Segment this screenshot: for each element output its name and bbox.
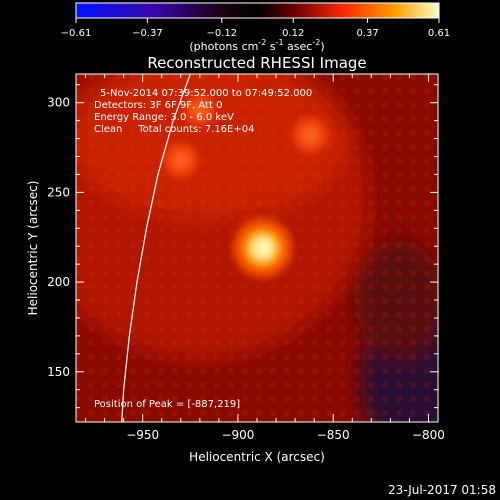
x-axis: −950 −900 −850 −800	[85, 74, 445, 442]
chart-title: Reconstructed RHESSI Image	[147, 54, 366, 72]
info-detectors: Detectors: 3F 6F 9F, Att 0	[94, 100, 222, 111]
y-tick-label: 300	[47, 96, 70, 110]
colorbar-tick-label: −0.37	[132, 28, 163, 39]
source-blob	[163, 143, 198, 178]
timestamp: 23-Jul-2017 01:58	[388, 483, 496, 497]
plot-image	[76, 74, 438, 422]
y-axis: 150 200 250 300	[47, 84, 438, 409]
colorbar-units: (photons cm-2 s-1 asec-2)	[189, 38, 324, 53]
colorbar-tick-label: 0.12	[282, 28, 304, 39]
y-tick-label: 200	[47, 275, 70, 289]
flare-sources	[163, 94, 328, 278]
colorbar-tick-label: 0.37	[356, 28, 378, 39]
info-time-range: 5-Nov-2014 07:39:52.000 to 07:49:52.000	[100, 88, 312, 99]
colorbar-gradient	[75, 2, 440, 19]
colorbar-tick-label: −0.61	[61, 28, 92, 39]
x-tick-label: −950	[126, 428, 159, 442]
y-tick-label: 250	[47, 185, 70, 199]
info-energy-range: Energy Range: 3.0 - 6.0 keV	[94, 112, 234, 123]
colorbar-tick-label: −0.12	[206, 28, 237, 39]
y-axis-label: Heliocentric Y (arcsec)	[26, 181, 40, 316]
colorbar: −0.61 −0.37 −0.12 0.12 0.37 0.61 (photons cm-…	[61, 2, 450, 53]
x-tick-label: −900	[221, 428, 254, 442]
peak-position-label: Position of Peak = [-887,219]	[94, 399, 240, 410]
info-clean-counts: Clean Total counts: 7.16E+04	[94, 124, 254, 135]
source-blob	[184, 94, 216, 126]
info-box: 5-Nov-2014 07:39:52.000 to 07:49:52.000 …	[94, 88, 312, 135]
source-blob	[233, 218, 293, 278]
x-axis-label: Heliocentric X (arcsec)	[189, 450, 325, 464]
colorbar-ticks: −0.61 −0.37 −0.12 0.12 0.37 0.61	[61, 18, 450, 39]
solar-limb-curve	[121, 74, 191, 422]
y-tick-label: 150	[47, 365, 70, 379]
x-tick-label: −800	[412, 428, 445, 442]
x-tick-label: −850	[317, 428, 350, 442]
source-blob	[292, 117, 328, 153]
colorbar-tick-label: 0.61	[428, 28, 450, 39]
